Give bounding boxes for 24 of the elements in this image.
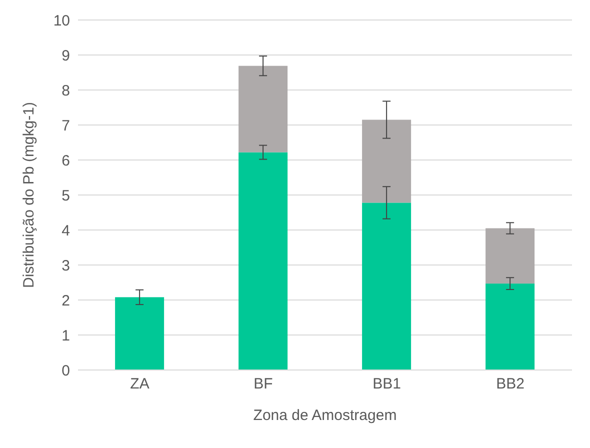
bar (238, 152, 288, 370)
bar (362, 120, 412, 203)
y-tick-label: 5 (62, 187, 70, 204)
y-tick-label: 8 (62, 82, 70, 100)
y-tick-label: 3 (62, 257, 70, 274)
bar (115, 297, 164, 370)
y-tick-label: 7 (62, 117, 70, 134)
bar (238, 66, 288, 152)
y-tick-label: 2 (62, 292, 70, 310)
y-tick-label: 6 (62, 152, 70, 170)
y-tick-label: 4 (62, 222, 70, 240)
y-tick-label: 0 (62, 362, 70, 380)
bar (362, 202, 412, 370)
bar (486, 228, 535, 284)
bar (486, 284, 535, 370)
x-tick-label: ZA (130, 376, 150, 393)
x-tick-label: BB2 (496, 376, 524, 393)
x-tick-label: BF (254, 376, 273, 393)
y-tick-label: 9 (62, 47, 70, 64)
y-axis-title: Distribuição do Pb (mgkg-1) (20, 102, 38, 288)
y-tick-label: 10 (53, 12, 70, 30)
x-tick-label: BB1 (372, 376, 401, 393)
y-tick-label: 1 (62, 327, 70, 344)
x-axis-title: Zona de Amostragem (253, 407, 397, 424)
